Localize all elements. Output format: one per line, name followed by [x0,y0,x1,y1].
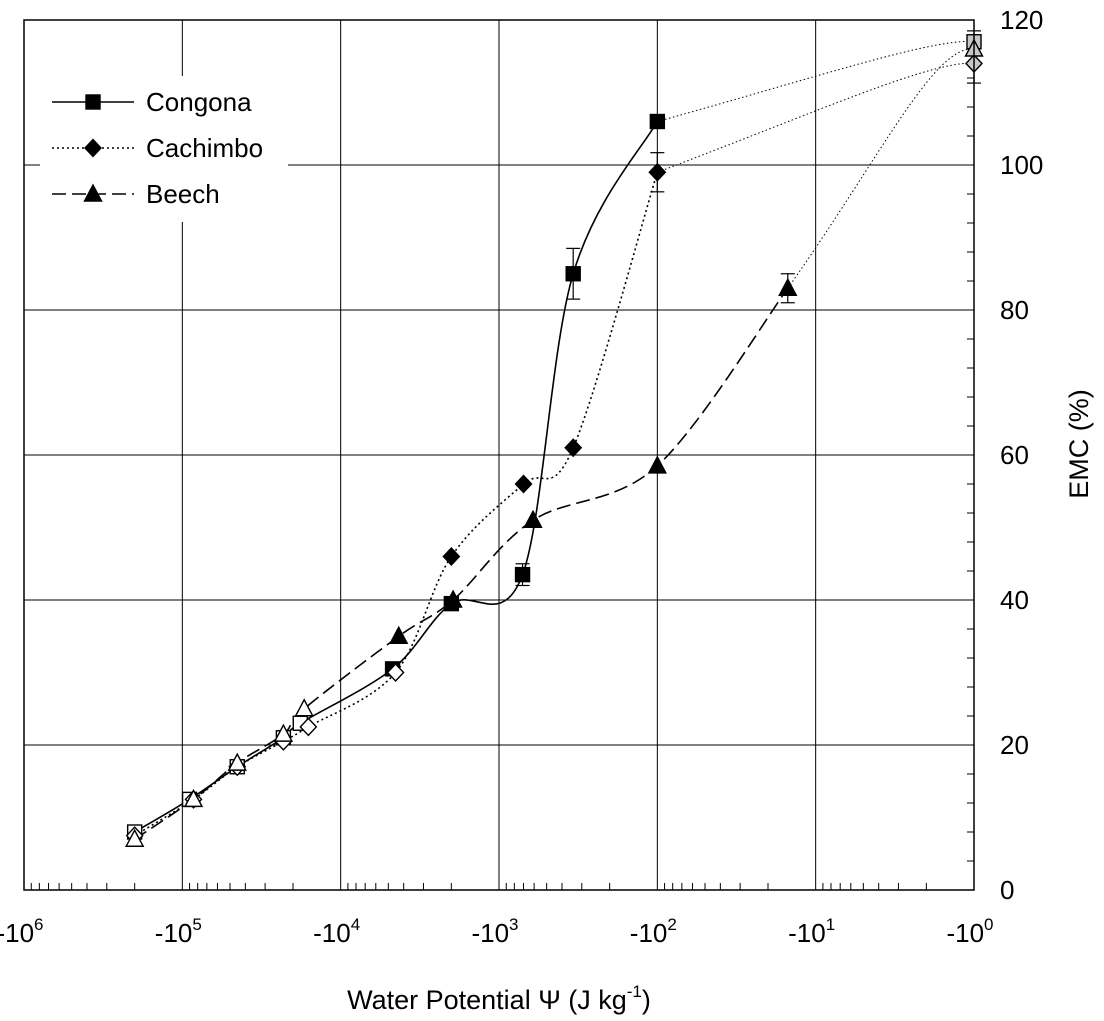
legend-label-cachimbo: Cachimbo [146,133,263,163]
x-axis-title: Water Potential Ψ (J kg-1) [347,982,651,1015]
grid [24,20,974,890]
legend-label-congona: Congona [146,87,252,117]
point-congona [514,566,531,583]
y-tick-label: 60 [1000,440,1029,470]
point-beech [523,509,543,528]
y-axis-title: EMC (%) [1064,389,1094,499]
point-cachimbo [564,438,583,458]
series-link-cachimbo [657,62,975,173]
point-congona [565,266,581,282]
x-tick-label: -105 [155,915,202,948]
point-cachimbo [648,162,667,182]
markers [125,34,984,847]
y-tick-label: 120 [1000,5,1043,35]
legend-box [40,76,288,222]
x-tick-label: -104 [313,915,360,948]
legend-marker-beech [83,183,103,202]
y-tick-label: 0 [1000,875,1014,905]
point-beech [647,455,667,474]
point-beech [125,828,145,847]
legend-marker-congona [85,94,101,110]
legend-marker-cachimbo [84,138,102,158]
y-tick-label: 40 [1000,585,1029,615]
x-tick-label: -103 [471,915,518,948]
x-tick-label: -106 [0,915,44,948]
point-cachimbo [299,717,318,737]
point-beech [389,625,409,644]
y-tick-label: 100 [1000,150,1043,180]
point-congona [649,113,666,130]
point-cachimbo [386,662,405,683]
point-cachimbo [514,474,533,494]
legend: Congona Cachimbo Beech [40,76,288,222]
point-beech [273,723,294,742]
point-cachimbo [442,546,461,567]
point-beech [294,698,314,717]
point-beech [183,788,204,808]
y-tick-label: 20 [1000,730,1029,760]
point-beech [227,752,247,771]
x-tick-labels: -106 -105 -104 -103 -102 -101 -100 [0,915,994,948]
legend-label-beech: Beech [146,179,220,209]
x-tick-label: -100 [946,915,993,948]
y-tick-labels: 0 20 40 60 80 100 120 [1000,5,1043,905]
point-beech [778,277,798,296]
series-link-beech [787,48,975,289]
y-tick-label: 80 [1000,295,1029,325]
point-beech [443,589,463,608]
minor-ticks [30,19,974,891]
x-tick-label: -101 [788,915,835,948]
plot-frame [23,19,975,891]
x-tick-label: -102 [630,915,677,948]
